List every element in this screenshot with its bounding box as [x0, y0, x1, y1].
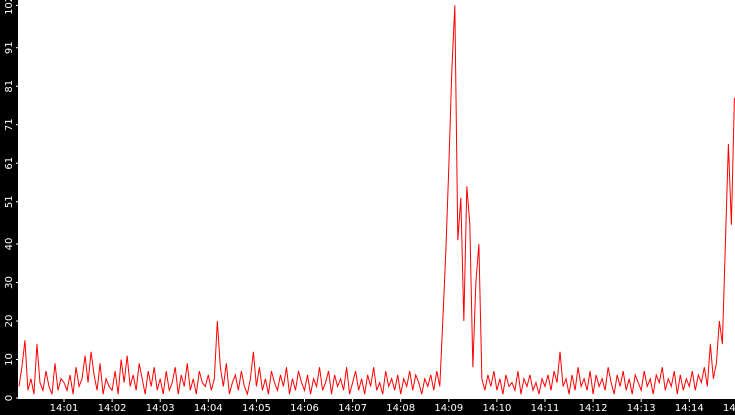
y-tick-label: 81 [4, 80, 15, 93]
x-tick-label: 14:02 [98, 403, 127, 414]
x-axis-strip [0, 399, 735, 415]
y-tick-label: 102 [4, 0, 15, 15]
y-tick-label: 71 [4, 118, 15, 131]
x-tick-label: 14:08 [386, 403, 415, 414]
y-tick-label: 20 [4, 315, 15, 328]
x-tick-label: 14:03 [146, 403, 175, 414]
x-tick-label: 14:14 [675, 403, 704, 414]
y-tick-label: 10 [4, 353, 15, 366]
x-tick-label: 14:07 [338, 403, 367, 414]
x-tick-label: 14:13 [627, 403, 656, 414]
x-tick-label: 14:15 [723, 403, 735, 414]
y-tick-label: 51 [4, 195, 15, 208]
x-tick-label: 14:04 [194, 403, 223, 414]
y-tick-label: 30 [4, 276, 15, 289]
y-tick-label: 40 [4, 238, 15, 251]
y-axis-strip [0, 0, 18, 415]
x-tick-label: 14:11 [531, 403, 560, 414]
x-tick-label: 14:05 [242, 403, 271, 414]
x-tick-label: 14:01 [50, 403, 79, 414]
x-tick-label: 14:09 [434, 403, 463, 414]
y-tick-label: 91 [4, 41, 15, 54]
x-tick-label: 14:10 [482, 403, 511, 414]
y-tick-label: 0 [4, 395, 15, 401]
data-line [18, 5, 735, 396]
x-tick-label: 14:12 [579, 403, 608, 414]
y-tick-label: 61 [4, 157, 15, 170]
x-tick-label: 14:06 [290, 403, 319, 414]
